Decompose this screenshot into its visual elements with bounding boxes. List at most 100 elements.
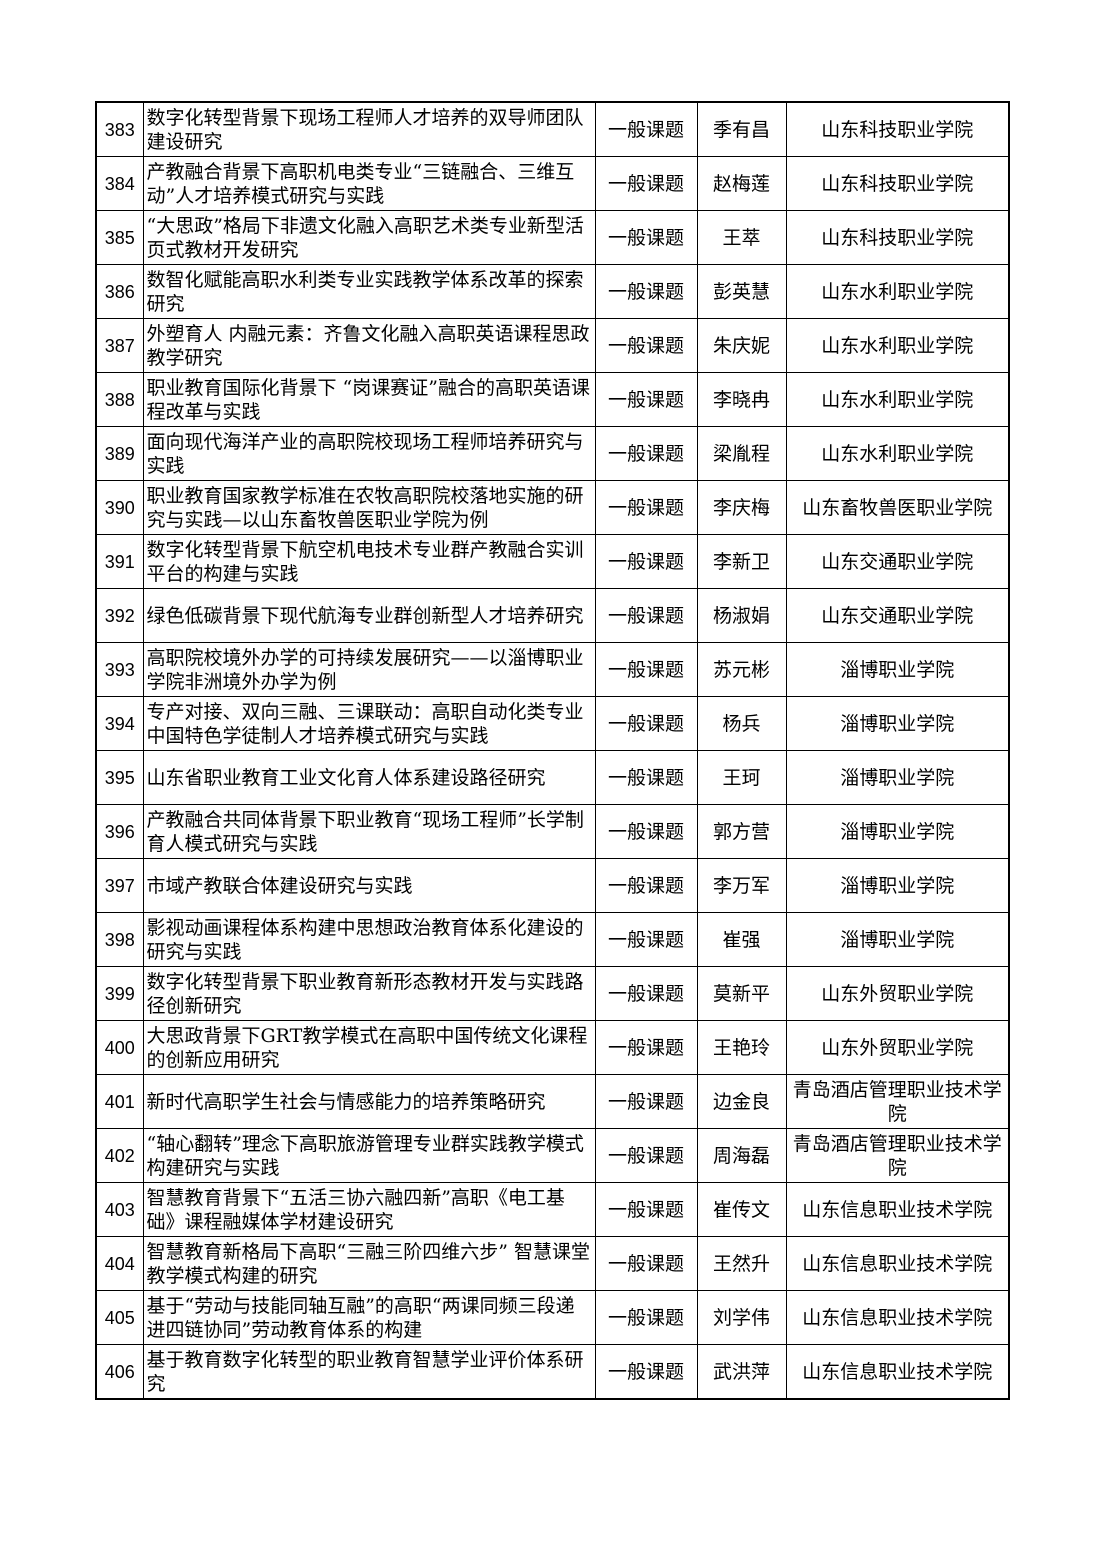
project-type: 一般课题 [594, 1290, 698, 1345]
project-type: 一般课题 [594, 534, 698, 589]
table-row: 403 智慧教育背景下“五活三协六融四新”高职《电工基础》课程融媒体学材建设研究一… [95, 1182, 1010, 1237]
row-number: 386 [95, 264, 144, 319]
institution-name: 山东水利职业学院 [785, 372, 1010, 427]
project-table: 383 数字化转型背景下现场工程师人才培养的双导师团队建设研究 一般课题 季有昌 山东科… [95, 101, 1010, 1400]
project-title: 山东省职业教育工业文化育人体系建设路径研究 [142, 750, 596, 805]
institution-name: 青岛酒店管理职业技术学院 [785, 1074, 1010, 1129]
table-row: 394 专产对接、双向三融、三课联动：高职自动化类专业中国特色学徒制人才培养模式研… [95, 696, 1010, 751]
project-title: 数字化转型背景下职业教育新形态教材开发与实践路径创新研究 [142, 966, 596, 1021]
row-number: 401 [95, 1074, 144, 1129]
institution-name: 淄博职业学院 [785, 804, 1010, 859]
project-leader: 梁胤程 [696, 426, 787, 481]
project-leader: 刘学伟 [696, 1290, 787, 1345]
project-type: 一般课题 [594, 426, 698, 481]
institution-name: 青岛酒店管理职业技术学院 [785, 1128, 1010, 1183]
row-number: 397 [95, 858, 144, 913]
project-type: 一般课题 [594, 588, 698, 643]
project-type: 一般课题 [594, 156, 698, 211]
project-title: 数字化转型背景下现场工程师人才培养的双导师团队建设研究 [142, 101, 596, 157]
project-title: 高职院校境外办学的可持续发展研究——以淄博职业学院非洲境外办学为例 [142, 642, 596, 697]
project-leader: 周海磊 [696, 1128, 787, 1183]
project-leader: 崔强 [696, 912, 787, 967]
project-leader: 郭方营 [696, 804, 787, 859]
project-leader: 崔传文 [696, 1182, 787, 1237]
row-number: 393 [95, 642, 144, 697]
table-row: 388 职业教育国际化背景下 “岗课赛证”融合的高职英语课程改革与实践 一般课题 李晓… [95, 372, 1010, 427]
institution-name: 山东信息职业技术学院 [785, 1236, 1010, 1291]
row-number: 399 [95, 966, 144, 1021]
institution-name: 山东水利职业学院 [785, 426, 1010, 481]
table-row: 392 绿色低碳背景下现代航海专业群创新型人才培养研究 一般课题 杨淑娟 山东交通职业学… [95, 588, 1010, 643]
row-number: 384 [95, 156, 144, 211]
project-title: 智慧教育新格局下高职“三融三阶四维六步” 智慧课堂教学模式构建的研究 [142, 1236, 596, 1291]
table-row: 389 面向现代海洋产业的高职院校现场工程师培养研究与实践 一般课题 梁胤程 山东水利职… [95, 426, 1010, 481]
table-row: 399 数字化转型背景下职业教育新形态教材开发与实践路径创新研究 一般课题 莫新平 山东… [95, 966, 1010, 1021]
project-leader: 武洪萍 [696, 1344, 787, 1400]
project-type: 一般课题 [594, 966, 698, 1021]
table-row: 395 山东省职业教育工业文化育人体系建设路径研究 一般课题 王珂 淄博职业学院 [95, 750, 1010, 805]
project-type: 一般课题 [594, 696, 698, 751]
institution-name: 山东科技职业学院 [785, 156, 1010, 211]
project-leader: 季有昌 [696, 101, 787, 157]
project-title: 外塑育人 内融元素：齐鲁文化融入高职英语课程思政教学研究 [142, 318, 596, 373]
institution-name: 淄博职业学院 [785, 642, 1010, 697]
project-title: 智慧教育背景下“五活三协六融四新”高职《电工基础》课程融媒体学材建设研究 [142, 1182, 596, 1237]
table-row: 390 职业教育国家教学标准在农牧高职院校落地实施的研究与实践—以山东畜牧兽医职业… [95, 480, 1010, 535]
project-type: 一般课题 [594, 318, 698, 373]
project-type: 一般课题 [594, 264, 698, 319]
project-type: 一般课题 [594, 480, 698, 535]
project-type: 一般课题 [594, 858, 698, 913]
row-number: 405 [95, 1290, 144, 1345]
institution-name: 淄博职业学院 [785, 696, 1010, 751]
institution-name: 山东畜牧兽医职业学院 [785, 480, 1010, 535]
project-leader: 杨淑娟 [696, 588, 787, 643]
project-leader: 莫新平 [696, 966, 787, 1021]
table-row: 384 产教融合背景下高职机电类专业“三链融合、三维互动”人才培养模式研究与实践一… [95, 156, 1010, 211]
project-type: 一般课题 [594, 1020, 698, 1075]
row-number: 391 [95, 534, 144, 589]
table-row: 396 产教融合共同体背景下职业教育“现场工程师”长学制育人模式研究与实践 一般课题… [95, 804, 1010, 859]
institution-name: 山东水利职业学院 [785, 318, 1010, 373]
row-number: 398 [95, 912, 144, 967]
institution-name: 淄博职业学院 [785, 858, 1010, 913]
project-title: 面向现代海洋产业的高职院校现场工程师培养研究与实践 [142, 426, 596, 481]
project-leader: 王然升 [696, 1236, 787, 1291]
project-title: 市域产教联合体建设研究与实践 [142, 858, 596, 913]
table-row: 391 数字化转型背景下航空机电技术专业群产教融合实训平台的构建与实践 一般课题 李新… [95, 534, 1010, 589]
institution-name: 山东外贸职业学院 [785, 1020, 1010, 1075]
project-type: 一般课题 [594, 1074, 698, 1129]
project-type: 一般课题 [594, 912, 698, 967]
project-leader: 王珂 [696, 750, 787, 805]
project-leader: 朱庆妮 [696, 318, 787, 373]
institution-name: 山东信息职业技术学院 [785, 1290, 1010, 1345]
project-title: 绿色低碳背景下现代航海专业群创新型人才培养研究 [142, 588, 596, 643]
project-title: 专产对接、双向三融、三课联动：高职自动化类专业中国特色学徒制人才培养模式研究与实… [142, 696, 596, 751]
institution-name: 山东交通职业学院 [785, 588, 1010, 643]
project-title: 数字化转型背景下航空机电技术专业群产教融合实训平台的构建与实践 [142, 534, 596, 589]
row-number: 395 [95, 750, 144, 805]
institution-name: 淄博职业学院 [785, 912, 1010, 967]
project-type: 一般课题 [594, 642, 698, 697]
project-type: 一般课题 [594, 210, 698, 265]
row-number: 383 [95, 101, 144, 157]
table-row: 401 新时代高职学生社会与情感能力的培养策略研究 一般课题 边金良 青岛酒店管理职业技… [95, 1074, 1010, 1129]
table-row: 404 智慧教育新格局下高职“三融三阶四维六步” 智慧课堂教学模式构建的研究 一般课… [95, 1236, 1010, 1291]
table-row: 402 “轴心翻转”理念下高职旅游管理专业群实践教学模式构建研究与实践 一般课题 周海… [95, 1128, 1010, 1183]
project-title: 产教融合背景下高职机电类专业“三链融合、三维互动”人才培养模式研究与实践 [142, 156, 596, 211]
row-number: 406 [95, 1344, 144, 1400]
row-number: 394 [95, 696, 144, 751]
project-title: 产教融合共同体背景下职业教育“现场工程师”长学制育人模式研究与实践 [142, 804, 596, 859]
row-number: 403 [95, 1182, 144, 1237]
row-number: 385 [95, 210, 144, 265]
project-leader: 赵梅莲 [696, 156, 787, 211]
project-type: 一般课题 [594, 1236, 698, 1291]
project-title: 新时代高职学生社会与情感能力的培养策略研究 [142, 1074, 596, 1129]
project-title: “轴心翻转”理念下高职旅游管理专业群实践教学模式构建研究与实践 [142, 1128, 596, 1183]
row-number: 389 [95, 426, 144, 481]
project-leader: 李晓冉 [696, 372, 787, 427]
table-row: 386 数智化赋能高职水利类专业实践教学体系改革的探索研究 一般课题 彭英慧 山东水利职… [95, 264, 1010, 319]
table-row: 393 高职院校境外办学的可持续发展研究——以淄博职业学院非洲境外办学为例 一般课题… [95, 642, 1010, 697]
project-leader: 王艳玲 [696, 1020, 787, 1075]
row-number: 390 [95, 480, 144, 535]
project-leader: 李万军 [696, 858, 787, 913]
